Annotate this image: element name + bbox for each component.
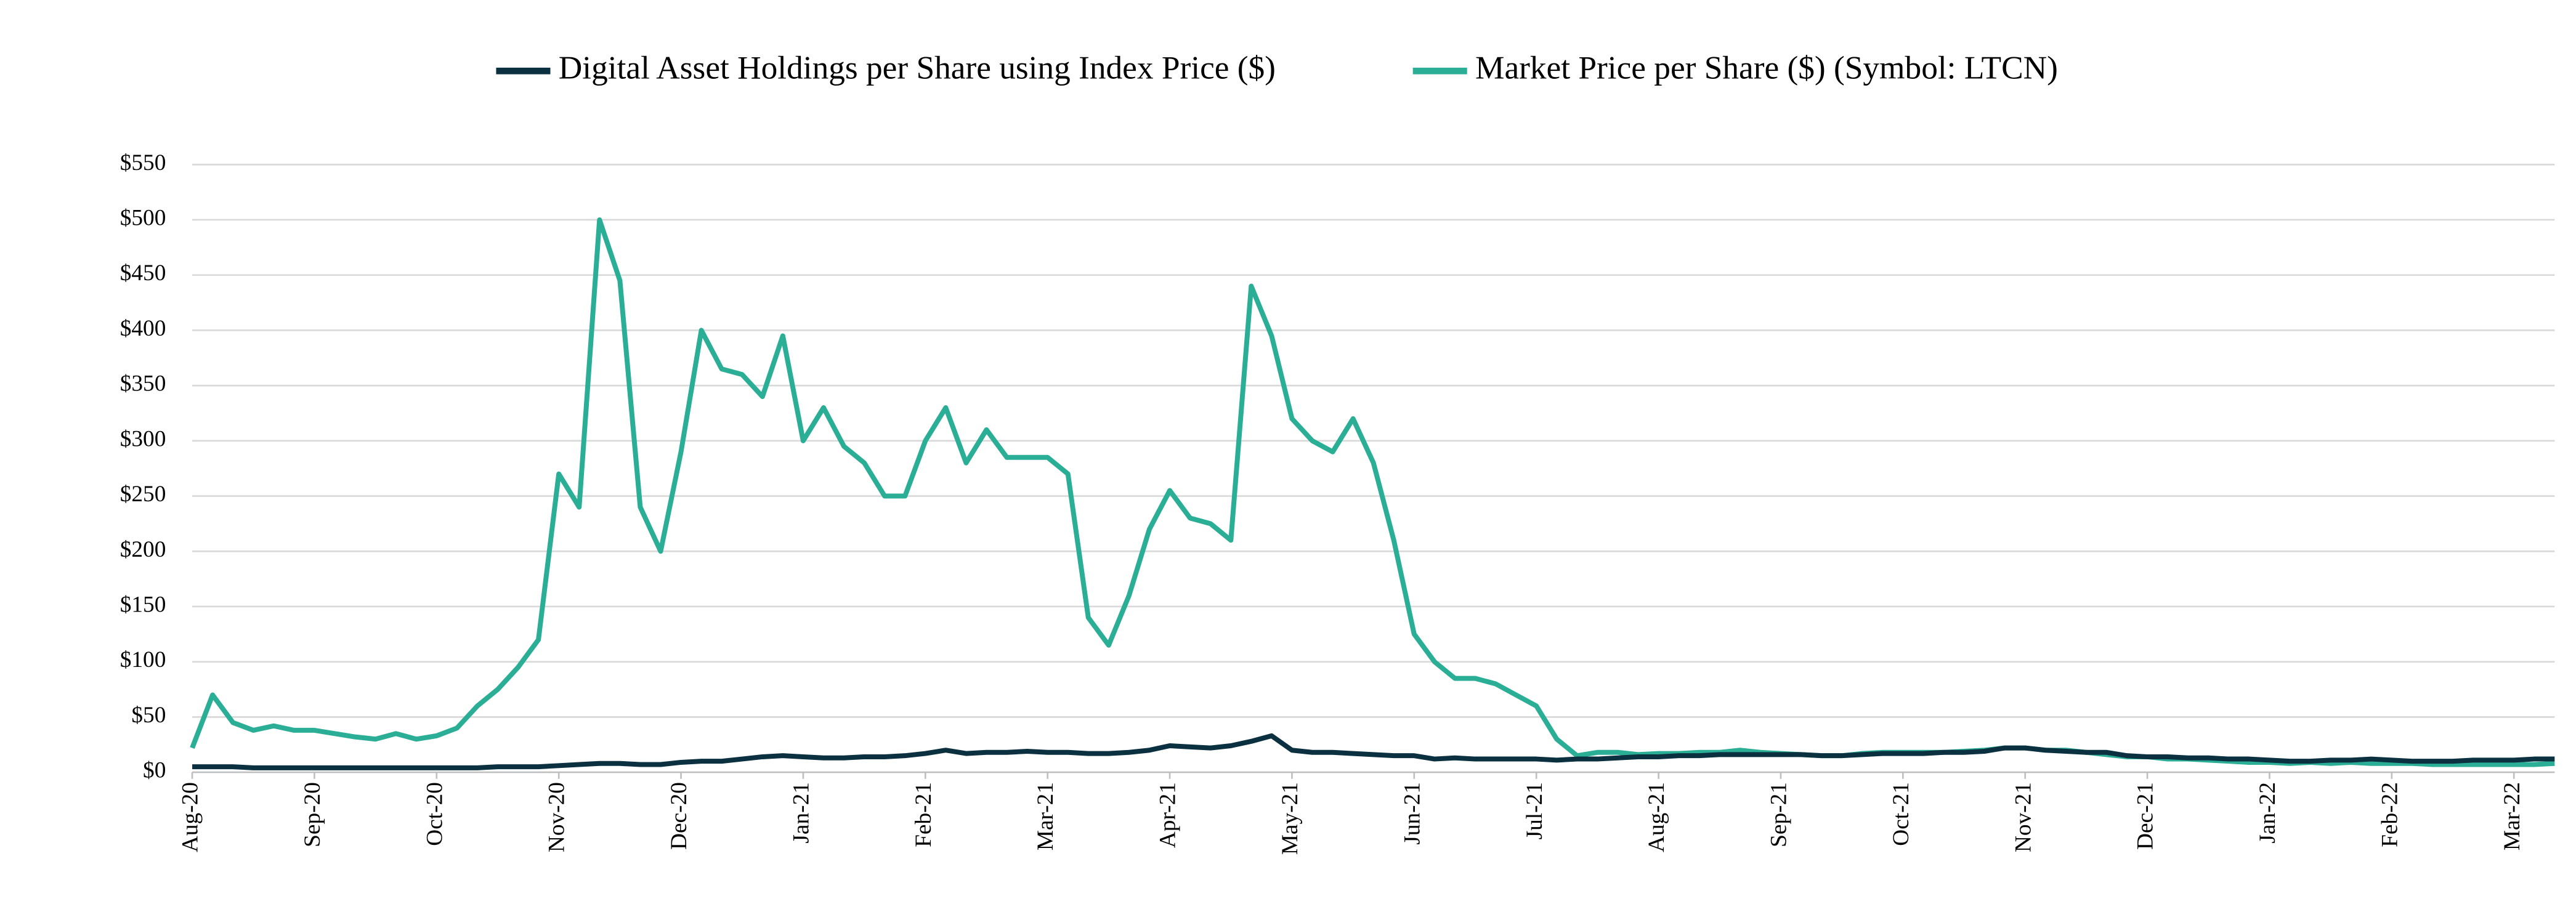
x-tick-label: Sep-20 <box>300 782 325 847</box>
legend-label: Market Price per Share ($) (Symbol: LTCN… <box>1475 49 2058 86</box>
y-tick-label: $150 <box>120 592 166 618</box>
y-tick-label: $500 <box>120 206 166 231</box>
x-tick-label: Feb-22 <box>2377 782 2402 847</box>
y-tick-label: $0 <box>143 758 166 783</box>
x-tick-label: Sep-21 <box>1767 782 1792 847</box>
series-line <box>190 217 2555 767</box>
x-tick-label: Jan-22 <box>2255 782 2280 844</box>
y-tick-label: $100 <box>120 647 166 672</box>
x-tick-label: Aug-20 <box>178 782 203 852</box>
y-tick-label: $550 <box>120 150 166 176</box>
y-tick-label: $400 <box>120 316 166 341</box>
x-tick-label: Jan-21 <box>788 782 814 844</box>
y-tick-label: $200 <box>120 537 166 562</box>
x-tick-label: Jul-21 <box>1522 782 1547 839</box>
x-tick-label: Nov-20 <box>545 782 570 852</box>
x-tick-label: Dec-20 <box>666 782 692 850</box>
x-tick-label: Oct-20 <box>422 782 447 846</box>
x-tick-label: Dec-21 <box>2133 782 2158 850</box>
y-tick-label: $300 <box>120 426 166 451</box>
x-tick-label: May-21 <box>1278 782 1303 855</box>
x-tick-label: Feb-21 <box>911 782 936 847</box>
x-tick-label: Jun-21 <box>1399 782 1425 845</box>
x-tick-label: Mar-22 <box>2500 782 2525 850</box>
x-tick-label: Nov-21 <box>2011 782 2036 852</box>
legend-label: Digital Asset Holdings per Share using I… <box>559 49 1276 86</box>
x-tick-label: Mar-21 <box>1033 782 1058 850</box>
series-line <box>192 733 2555 770</box>
y-tick-label: $250 <box>120 482 166 507</box>
y-tick-label: $450 <box>120 260 166 286</box>
x-tick-label: Aug-21 <box>1644 782 1669 852</box>
y-tick-label: $50 <box>131 703 166 728</box>
y-tick-label: $350 <box>120 371 166 397</box>
x-tick-label: Apr-21 <box>1156 782 1181 848</box>
x-tick-label: Oct-21 <box>1889 782 1914 846</box>
